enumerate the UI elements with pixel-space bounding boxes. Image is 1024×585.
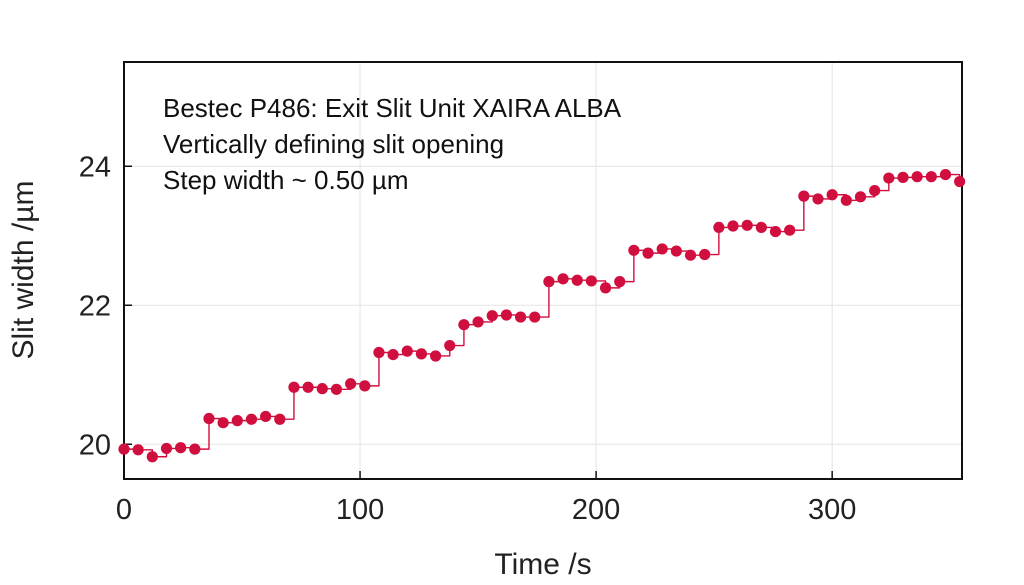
data-point (231, 415, 243, 427)
data-point (444, 339, 456, 352)
data-point (585, 275, 597, 287)
data-point (302, 381, 314, 393)
x-axis-label: Time /s (494, 548, 591, 581)
data-point (897, 171, 909, 183)
data-point (274, 413, 286, 425)
data-point (699, 248, 711, 261)
data-point (840, 194, 852, 206)
data-point (345, 378, 357, 390)
data-point (543, 276, 555, 288)
data-point (614, 276, 626, 288)
x-tick-label: 0 (116, 494, 132, 526)
plot-frame (123, 61, 963, 480)
tick-layer: 0 100 200 300 20 22 24 (79, 151, 857, 526)
y-axis-label: Slit width /µm (7, 181, 40, 360)
data-point (812, 193, 824, 205)
data-point (429, 350, 442, 362)
series-layer (118, 168, 966, 463)
data-point (458, 319, 470, 331)
y-tick-label: 24 (79, 151, 111, 183)
data-point (939, 168, 952, 181)
data-point (755, 221, 767, 234)
data-point (557, 273, 569, 285)
data-point (387, 348, 399, 361)
data-point (330, 383, 343, 395)
x-tick-label: 200 (572, 494, 620, 526)
data-point (415, 348, 428, 360)
data-point (401, 345, 413, 357)
x-tick-label: 100 (336, 494, 384, 526)
data-point (316, 383, 328, 395)
annotation-line-3: Step width ~ 0.50 µm (163, 165, 409, 195)
grid-layer (123, 62, 962, 479)
data-point (472, 316, 484, 328)
data-point (146, 451, 158, 463)
data-point (160, 442, 173, 455)
data-point (373, 346, 385, 359)
data-point (713, 221, 725, 234)
data-point (529, 311, 541, 323)
data-point (599, 282, 612, 294)
data-point (784, 224, 796, 236)
data-point (175, 442, 187, 454)
data-point (769, 225, 782, 238)
data-point (514, 311, 527, 323)
data-point (245, 413, 258, 425)
data-point (670, 245, 682, 257)
data-point (260, 410, 272, 423)
data-point (359, 380, 371, 392)
data-point (486, 310, 498, 322)
data-point (642, 247, 654, 259)
data-point (571, 274, 583, 286)
data-point (869, 184, 881, 197)
data-point (500, 309, 513, 321)
data-point (118, 443, 130, 455)
data-point (727, 220, 739, 232)
y-tick-label: 22 (79, 290, 111, 322)
data-point (798, 190, 810, 202)
data-point (132, 444, 144, 456)
data-point (826, 189, 838, 201)
data-point (628, 244, 640, 256)
data-point (217, 417, 229, 429)
annotation-line-2: Vertically defining slit opening (163, 129, 504, 159)
data-point (684, 249, 697, 261)
y-tick-label: 20 (79, 429, 111, 461)
x-tick-label: 300 (808, 494, 856, 526)
data-point (203, 412, 215, 425)
data-point (911, 171, 923, 183)
data-point (954, 175, 966, 188)
data-point (854, 191, 867, 203)
data-point (189, 443, 201, 455)
data-point (288, 381, 300, 393)
annotation-line-1: Bestec P486: Exit Slit Unit XAIRA ALBA (163, 93, 622, 123)
data-point (741, 219, 753, 231)
data-point (883, 172, 895, 184)
data-point (925, 171, 937, 183)
data-point (656, 243, 668, 255)
